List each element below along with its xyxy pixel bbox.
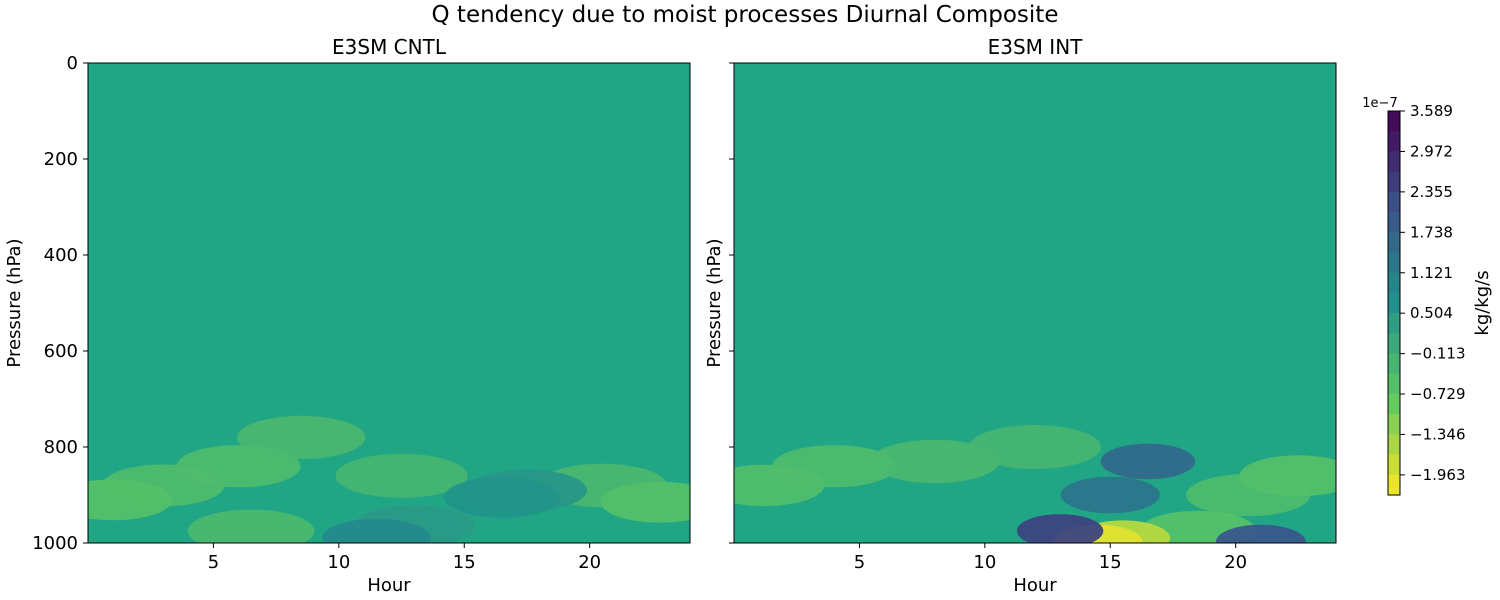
colorbar-band xyxy=(1388,131,1400,153)
x-tick-label: 15 xyxy=(1099,552,1122,573)
colorbar-band xyxy=(1388,333,1400,355)
colorbar-tick-label: −1.346 xyxy=(1410,425,1466,443)
colorbar-tick-label: 0.504 xyxy=(1410,304,1453,322)
axes-frame-int xyxy=(733,62,1337,544)
plot-area-int xyxy=(734,63,1336,543)
colorbar-band xyxy=(1388,434,1400,456)
contour-blob xyxy=(443,477,560,518)
y-tick-label: 400 xyxy=(44,245,78,266)
contour-blob xyxy=(870,439,1000,484)
y-tick-label: 800 xyxy=(44,437,78,458)
colorbar-band xyxy=(1388,373,1400,395)
colorbar-band xyxy=(1388,232,1400,254)
contour-blob xyxy=(322,518,431,543)
y-axis-label-int: Pressure (hPa) xyxy=(704,238,725,367)
contour-blob xyxy=(734,464,825,507)
contour-blob xyxy=(969,425,1101,469)
x-tick-label: 5 xyxy=(854,552,865,573)
contour-layers-int xyxy=(734,425,1336,543)
x-tick-label: 15 xyxy=(453,552,476,573)
colorbar-band xyxy=(1388,212,1400,233)
x-ticks-cntl: 5 10 15 20 xyxy=(208,543,601,573)
x-ticks-int: 5 10 15 20 xyxy=(854,543,1247,573)
colorbar-bands xyxy=(1388,111,1400,496)
contour-layers-cntl xyxy=(88,415,690,543)
contour-blob xyxy=(187,509,315,543)
figure-title: Q tendency due to moist processes Diurna… xyxy=(432,2,1059,28)
contour-blob xyxy=(1239,455,1336,497)
colorbar-tick-label: 2.972 xyxy=(1410,142,1453,160)
colorbar-band xyxy=(1388,474,1400,496)
x-tick-label: 20 xyxy=(578,552,601,573)
colorbar-band xyxy=(1388,454,1400,476)
colorbar-band xyxy=(1388,313,1400,334)
colorbar-tick-label: 2.355 xyxy=(1410,183,1453,201)
colorbar-band xyxy=(1388,252,1400,274)
y-ticks-int xyxy=(729,62,734,544)
contour-blob xyxy=(1215,524,1306,543)
panel-title-int: E3SM INT xyxy=(988,35,1084,59)
contour-blob xyxy=(1100,443,1196,480)
colorbar-band xyxy=(1388,171,1400,193)
colorbar-band xyxy=(1388,292,1400,314)
colorbar-tick-label: 1.738 xyxy=(1410,223,1453,241)
contour-blob xyxy=(600,481,690,523)
y-tick-label: 200 xyxy=(44,149,78,170)
contour-blob xyxy=(1060,476,1160,514)
y-ticks-cntl: 0 200 400 600 800 1000 xyxy=(32,53,88,554)
colorbar-tick-label: −1.963 xyxy=(1410,466,1466,484)
colorbar-tick-label: 3.589 xyxy=(1410,102,1453,120)
plot-area-cntl xyxy=(88,63,690,543)
colorbar: 3.589 2.972 2.355 1.738 1.121 0.504 −0.113 −0.7… xyxy=(1362,96,1493,496)
colorbar-band xyxy=(1388,111,1400,132)
y-tick-label: 600 xyxy=(44,341,78,362)
colorbar-ticks: 3.589 2.972 2.355 1.738 1.121 0.504 −0.113 −0.7… xyxy=(1400,102,1466,484)
colorbar-band xyxy=(1388,353,1400,375)
x-axis-label-cntl: Hour xyxy=(367,575,411,596)
y-tick-label: 1000 xyxy=(32,533,78,554)
axes-frame-cntl xyxy=(87,62,691,544)
contour-blob xyxy=(88,479,173,521)
contour-blob xyxy=(1016,514,1104,543)
x-axis-label-int: Hour xyxy=(1013,575,1057,596)
colorbar-band xyxy=(1388,414,1400,435)
y-axis-label-cntl: Pressure (hPa) xyxy=(4,238,25,367)
colorbar-band xyxy=(1388,191,1400,213)
x-tick-label: 10 xyxy=(973,552,996,573)
x-tick-label: 10 xyxy=(327,552,350,573)
colorbar-band xyxy=(1388,393,1400,415)
colorbar-frame xyxy=(1387,110,1401,496)
x-tick-label: 20 xyxy=(1224,552,1247,573)
colorbar-label: kg/kg/s xyxy=(1472,270,1493,335)
colorbar-tick-label: −0.113 xyxy=(1410,345,1466,363)
contour-blob xyxy=(335,453,468,498)
colorbar-band xyxy=(1388,272,1400,294)
colorbar-exponent: 1e−7 xyxy=(1362,96,1397,111)
y-tick-label: 0 xyxy=(67,53,78,74)
colorbar-tick-label: 1.121 xyxy=(1410,264,1453,282)
panel-int: E3SM INT 5 10 15 20 Hour Pressure (hPa) xyxy=(704,35,1337,596)
colorbar-band xyxy=(1388,151,1400,173)
x-tick-label: 5 xyxy=(208,552,219,573)
panel-title-cntl: E3SM CNTL xyxy=(332,35,447,59)
colorbar-tick-label: −0.729 xyxy=(1410,385,1466,403)
panel-cntl: E3SM CNTL 5 10 15 20 0 200 400 600 800 1000 Hour… xyxy=(4,35,691,596)
